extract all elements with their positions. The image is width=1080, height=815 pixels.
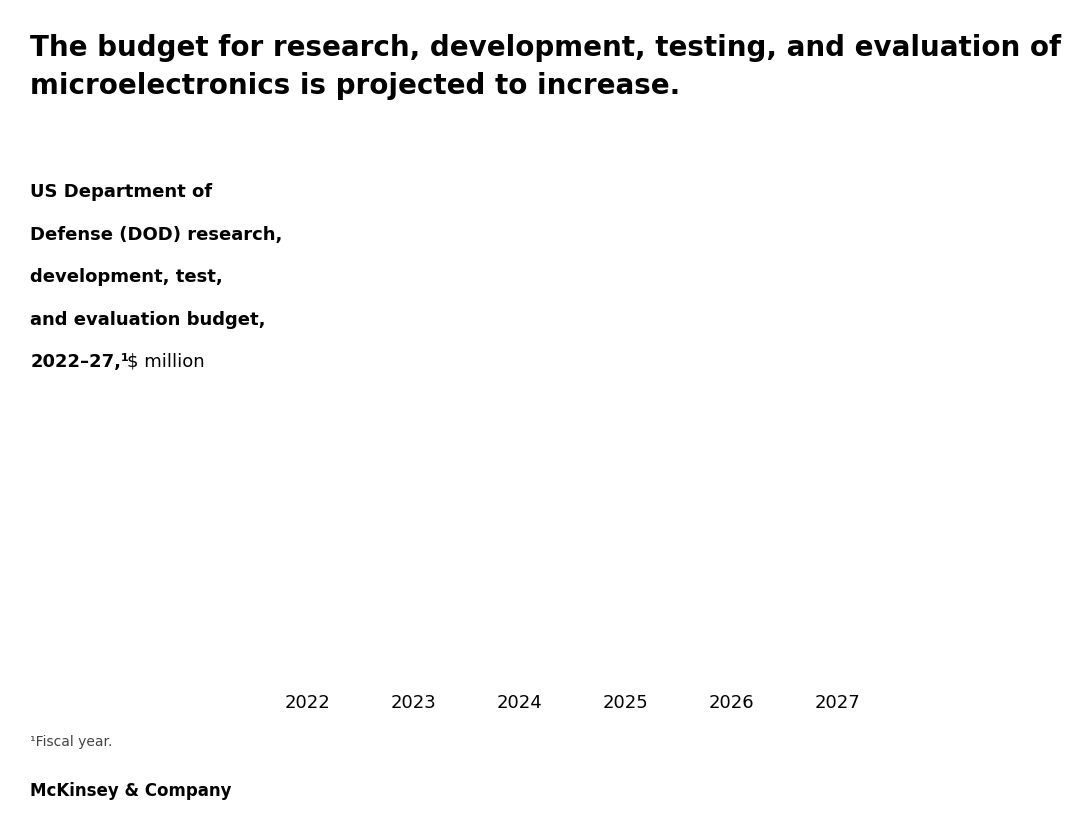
Text: 2027: 2027 [814,694,860,712]
Text: McKinsey & Company: McKinsey & Company [30,782,232,800]
Text: microelectronics is projected to increase.: microelectronics is projected to increas… [30,72,680,99]
Text: 2023: 2023 [391,694,436,712]
Text: 2022–27,¹: 2022–27,¹ [30,353,130,371]
Text: The budget for research, development, testing, and evaluation of: The budget for research, development, te… [30,34,1062,62]
Text: 2026: 2026 [708,694,754,712]
Text: 2024: 2024 [497,694,542,712]
Text: US Department of: US Department of [30,183,213,201]
Text: and evaluation budget,: and evaluation budget, [30,311,266,328]
Text: 2022: 2022 [285,694,330,712]
Text: Defense (DOD) research,: Defense (DOD) research, [30,226,283,244]
Text: $ million: $ million [127,353,205,371]
Text: development, test,: development, test, [30,268,222,286]
Text: ¹Fiscal year.: ¹Fiscal year. [30,735,112,749]
Text: 2025: 2025 [603,694,648,712]
